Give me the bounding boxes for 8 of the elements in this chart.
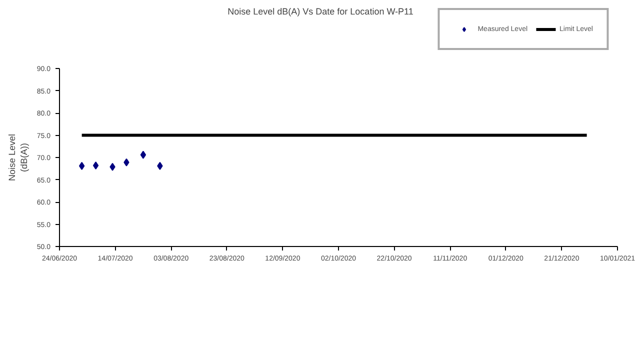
point	[124, 158, 130, 166]
point	[140, 150, 146, 159]
chart-title: Noise Level dB(A) Vs Date for Location W-P11	[228, 6, 414, 16]
point	[78, 162, 85, 170]
y-axis-title: Noise Level (dB(A))	[6, 134, 29, 182]
point	[92, 162, 99, 170]
point	[110, 162, 116, 171]
point	[157, 162, 163, 170]
